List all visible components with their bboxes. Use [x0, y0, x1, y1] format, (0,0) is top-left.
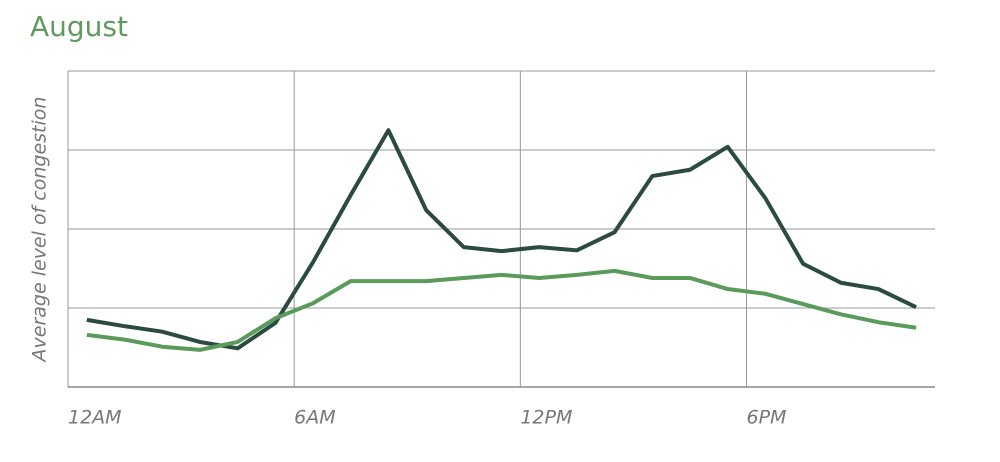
series-line: [86, 268, 917, 352]
x-tick-label: 6AM: [294, 407, 335, 429]
x-tick-label: 12AM: [68, 407, 122, 429]
x-tick-label: 6PM: [747, 407, 787, 429]
chart-title: August: [30, 10, 128, 43]
y-axis-label: Average level of congestion: [29, 97, 51, 364]
x-tick-label: 12PM: [520, 407, 572, 429]
series-line: [86, 128, 918, 351]
